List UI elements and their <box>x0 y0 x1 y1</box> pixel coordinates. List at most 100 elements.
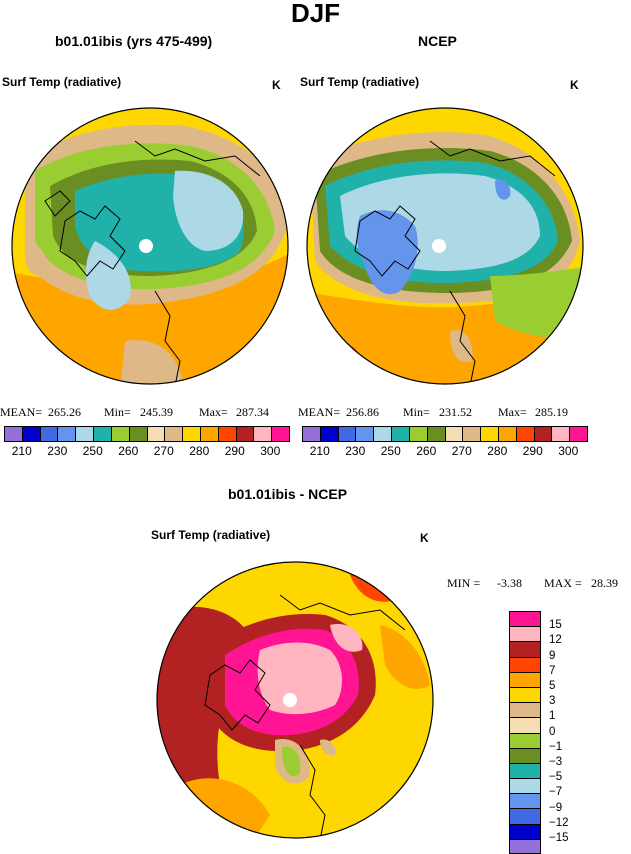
left-panel-title: b01.01ibis (yrs 475-499) <box>55 33 213 49</box>
diff-colorbar-label: −1 <box>549 740 563 753</box>
diff-variable-label: Surf Temp (radiative) <box>151 528 271 542</box>
right-variable-label: Surf Temp (radiative) <box>300 75 420 89</box>
colorbar-swatch <box>445 427 464 441</box>
diff-colorbar-label: 7 <box>549 664 556 677</box>
left-variable-label: Surf Temp (radiative) <box>2 75 122 89</box>
diff-colorbar-label: 1 <box>549 710 556 723</box>
colorbar-swatch <box>570 427 587 441</box>
colorbar-swatch <box>129 427 148 441</box>
colorbar-swatch <box>534 427 553 441</box>
left-max-label: Max= <box>199 405 228 419</box>
colorbar-tick-label: 260 <box>118 444 139 458</box>
colorbar-tick-label: 270 <box>451 444 472 458</box>
diff-colorbar <box>509 611 541 854</box>
diff-colorbar-swatch <box>509 747 541 763</box>
diff-colorbar-swatch <box>509 702 541 718</box>
right-max-value: 285.19 <box>535 405 568 419</box>
right-polar-map <box>306 107 584 385</box>
right-mean-value: 256.86 <box>346 405 379 419</box>
diff-colorbar-label: 0 <box>549 725 556 738</box>
colorbar-tick-label: 230 <box>47 444 68 458</box>
diff-colorbar-label: −3 <box>549 756 563 768</box>
colorbar-swatch <box>516 427 535 441</box>
colorbar-swatch <box>498 427 517 441</box>
right-colorbar-ticks: 210 230 250 260 270 280 290 300 <box>302 444 586 460</box>
colorbar-tick-label: 260 <box>416 444 437 458</box>
diff-colorbar-swatch <box>509 671 541 687</box>
colorbar-swatch <box>236 427 255 441</box>
right-panel-title: NCEP <box>418 33 457 49</box>
colorbar-swatch <box>183 427 201 441</box>
colorbar-swatch <box>356 427 375 441</box>
main-title: DJF <box>290 0 341 28</box>
diff-min-value: -3.38 <box>497 576 522 590</box>
colorbar-swatch <box>338 427 357 441</box>
diff-min-label: MIN = <box>447 576 481 590</box>
colorbar-swatch <box>111 427 130 441</box>
colorbar-tick-label: 300 <box>558 444 579 458</box>
diff-colorbar-swatch <box>509 611 541 627</box>
diff-colorbar-swatch <box>509 808 541 824</box>
colorbar-swatch <box>147 427 166 441</box>
right-mean-label: MEAN= <box>298 405 341 419</box>
right-colorbar <box>302 426 588 442</box>
diff-max-value: 28.39 <box>591 576 618 590</box>
diff-colorbar-swatch <box>509 717 541 733</box>
diff-colorbar-label: −12 <box>549 816 569 829</box>
colorbar-tick-label: 210 <box>11 444 32 458</box>
colorbar-swatch <box>303 427 321 441</box>
diff-colorbar-swatch <box>509 823 541 839</box>
colorbar-swatch <box>409 427 428 441</box>
right-min-value: 231.52 <box>439 405 472 419</box>
left-mean-label: MEAN= <box>0 405 43 419</box>
right-max-label: Max= <box>498 405 527 419</box>
colorbar-swatch <box>374 427 393 441</box>
colorbar-swatch <box>392 427 410 441</box>
diff-colorbar-label: 15 <box>549 619 562 632</box>
diff-colorbar-label: 12 <box>549 634 562 647</box>
left-colorbar <box>4 426 290 442</box>
colorbar-swatch <box>76 427 95 441</box>
diff-colorbar-label: 3 <box>549 695 556 708</box>
colorbar-swatch <box>58 427 77 441</box>
colorbar-swatch <box>272 427 289 441</box>
colorbar-tick-label: 290 <box>224 444 245 458</box>
diff-colorbar-swatch <box>509 641 541 657</box>
colorbar-swatch <box>40 427 59 441</box>
left-min-label: Min= <box>104 405 131 419</box>
colorbar-swatch <box>218 427 237 441</box>
left-max-value: 287.34 <box>236 405 269 419</box>
diff-colorbar-swatch <box>509 732 541 748</box>
diff-polar-map <box>156 561 434 839</box>
colorbar-swatch <box>320 427 339 441</box>
colorbar-swatch <box>552 427 571 441</box>
diff-panel-title: b01.01ibis - NCEP <box>228 486 348 502</box>
colorbar-swatch <box>22 427 41 441</box>
colorbar-tick-label: 280 <box>487 444 508 458</box>
colorbar-tick-label: 250 <box>82 444 103 458</box>
colorbar-swatch <box>94 427 112 441</box>
diff-colorbar-swatch <box>509 686 541 703</box>
diff-colorbar-label: −15 <box>549 832 569 844</box>
colorbar-tick-label: 270 <box>153 444 174 458</box>
right-min-label: Min= <box>403 405 430 419</box>
diff-max-label: MAX = <box>544 576 582 590</box>
left-colorbar-ticks: 210 230 250 260 270 280 290 300 <box>4 444 288 460</box>
colorbar-swatch <box>254 427 273 441</box>
diff-colorbar-label: −7 <box>549 786 563 799</box>
diff-colorbar-label: −5 <box>549 771 563 784</box>
colorbar-swatch <box>481 427 499 441</box>
diff-colorbar-swatch <box>509 778 541 794</box>
colorbar-tick-label: 290 <box>522 444 543 458</box>
colorbar-tick-label: 300 <box>260 444 281 458</box>
right-units: K <box>570 78 579 92</box>
left-min-value: 245.39 <box>140 405 173 419</box>
diff-colorbar-label: 9 <box>549 649 556 662</box>
left-mean-value: 265.26 <box>48 405 81 419</box>
diff-colorbar-swatch <box>509 838 541 854</box>
colorbar-swatch <box>5 427 23 441</box>
diff-colorbar-label: 5 <box>549 680 556 692</box>
diff-colorbar-swatch <box>509 626 541 642</box>
diff-colorbar-swatch <box>509 656 541 672</box>
colorbar-swatch <box>463 427 482 441</box>
